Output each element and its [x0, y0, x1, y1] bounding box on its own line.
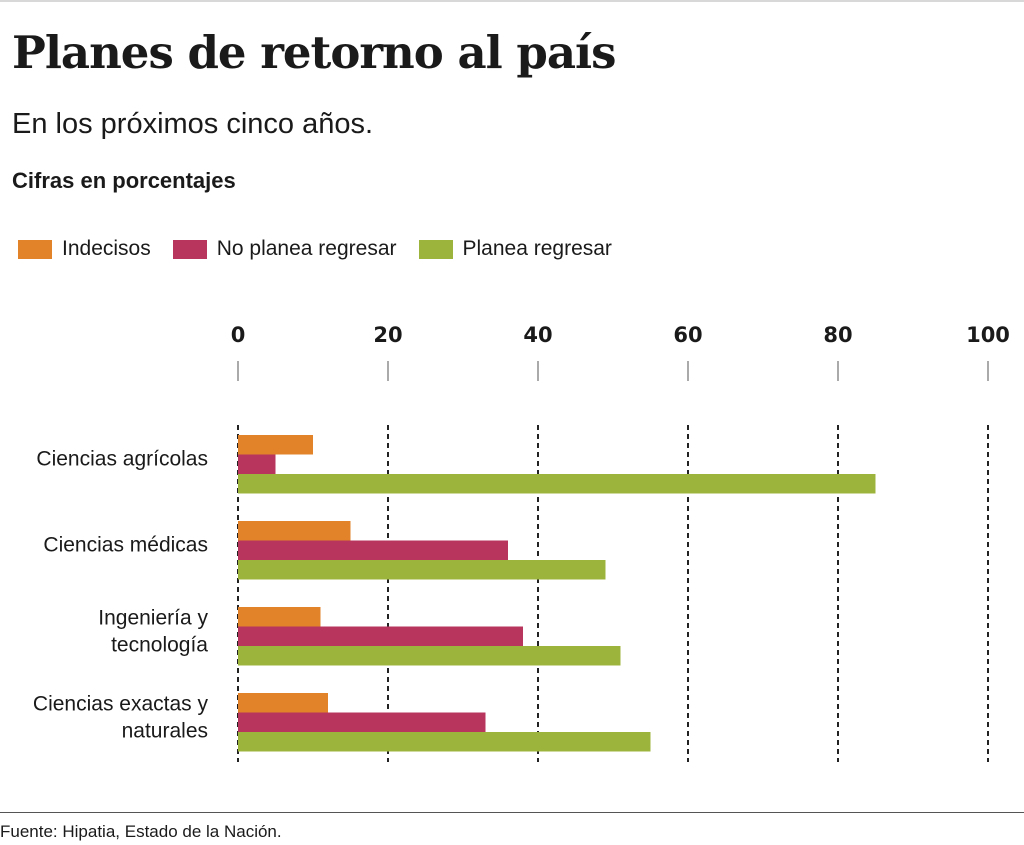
bar-indecisos [238, 607, 321, 627]
legend-swatch [18, 239, 52, 259]
category-label: Ciencias agrícolas [36, 447, 208, 470]
category-label: Ciencias médicas [43, 533, 208, 556]
category-label: Ciencias exactas y naturales [33, 692, 209, 742]
legend-swatch [418, 239, 453, 259]
legend-label: Planea regresar [462, 237, 612, 260]
category-label-line: tecnología [111, 633, 208, 656]
x-tick-label: 0 [231, 323, 246, 347]
category-label-line: Ciencias exactas y [33, 692, 209, 715]
legend-swatch [172, 239, 207, 259]
bar-indecisos [238, 435, 313, 455]
chart-title: Planes de retorno al país [12, 26, 616, 79]
x-axis-ticks: 0 20 40 60 80 100 [231, 323, 1010, 381]
legend-item-indecisos: Indecisos [18, 237, 151, 261]
bar-no-planea-regresar [238, 454, 276, 474]
category-label-line: Ingeniería y [98, 606, 208, 629]
legend-label: No planea regresar [216, 237, 397, 260]
bar-planea-regresar [238, 646, 621, 666]
bar-indecisos [238, 693, 328, 713]
x-tick-label: 80 [823, 323, 852, 347]
x-tick-label: 20 [373, 323, 402, 347]
legend: Indecisos No planea regresar Planea regr… [18, 237, 634, 261]
bar-planea-regresar [238, 474, 876, 494]
bars [238, 435, 876, 752]
top-rule [0, 0, 1024, 2]
category-label-line: naturales [122, 719, 208, 742]
category-label: Ingeniería y tecnología [98, 606, 208, 656]
x-tick-label: 60 [673, 323, 702, 347]
bar-no-planea-regresar [238, 712, 486, 732]
bar-planea-regresar [238, 732, 651, 752]
legend-label: Indecisos [62, 237, 151, 260]
bar-indecisos [238, 521, 351, 541]
legend-item-planea: Planea regresar [418, 237, 612, 261]
bar-no-planea-regresar [238, 626, 523, 646]
x-tick-label: 40 [523, 323, 552, 347]
bar-no-planea-regresar [238, 540, 508, 560]
bar-planea-regresar [238, 560, 606, 580]
legend-item-no-planea: No planea regresar [172, 237, 397, 261]
bottom-rule [0, 812, 1024, 813]
units-label: Cifras en porcentajes [12, 168, 236, 193]
x-tick-label: 100 [966, 323, 1010, 347]
category-labels: Ciencias agrícolas Ciencias médicas Ingeni… [33, 447, 209, 742]
chart-subtitle: En los próximos cinco años. [12, 108, 374, 140]
source-note: Fuente: Hipatia, Estado de la Nación. [0, 822, 282, 841]
